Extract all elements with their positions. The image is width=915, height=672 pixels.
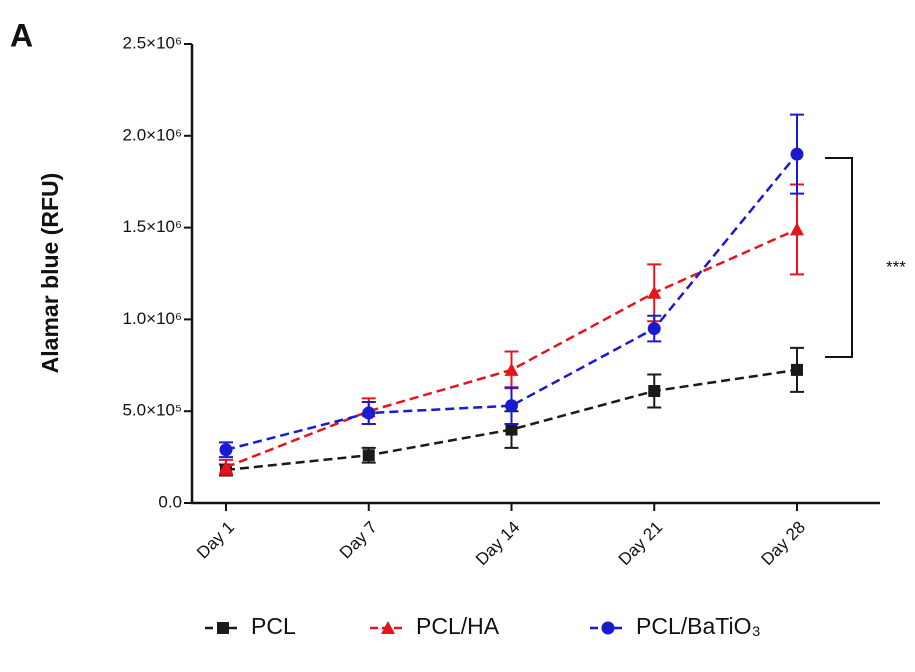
data-point: [505, 423, 518, 436]
x-tick-label: Day 14: [472, 518, 524, 570]
y-tick-label: 0.0: [158, 492, 182, 511]
data-point: [790, 222, 804, 236]
legend-label: PCL: [251, 613, 296, 639]
panel-label: A: [10, 17, 33, 53]
data-point: [648, 385, 661, 398]
data-point: [219, 460, 233, 474]
data-point: [362, 449, 375, 462]
data-point: [505, 399, 518, 413]
x-tick-label: Day 28: [757, 518, 809, 570]
y-tick-label: 2.0×10⁶: [123, 125, 182, 144]
legend-marker: [381, 621, 395, 634]
legend-marker: [217, 622, 229, 634]
data-point: [647, 285, 662, 299]
x-tick-label: Day 21: [615, 518, 667, 570]
data-point: [791, 363, 803, 376]
legend-label: PCL/HA: [416, 613, 500, 639]
x-tick-label: Day 1: [193, 518, 238, 563]
data-point: [790, 147, 804, 161]
y-tick-label: 1.0×10⁶: [123, 309, 182, 328]
data-point: [362, 406, 376, 420]
significance-annotation: ***: [886, 257, 906, 276]
data-point: [219, 443, 233, 457]
y-tick-label: 1.5×10⁶: [123, 217, 182, 236]
significance-bracket: [825, 157, 853, 358]
legend-label: PCL/BaTiO₃: [636, 613, 761, 639]
data-point: [504, 362, 519, 376]
y-tick-label: 2.5×10⁶: [123, 33, 182, 52]
series-line: [225, 153, 798, 451]
y-tick-label: 5.0×10⁵: [122, 401, 182, 420]
x-tick-label: Day 7: [336, 518, 381, 563]
y-axis-label: Alamar blue (RFU): [37, 173, 63, 374]
legend-marker: [601, 621, 615, 635]
data-point: [647, 322, 661, 336]
